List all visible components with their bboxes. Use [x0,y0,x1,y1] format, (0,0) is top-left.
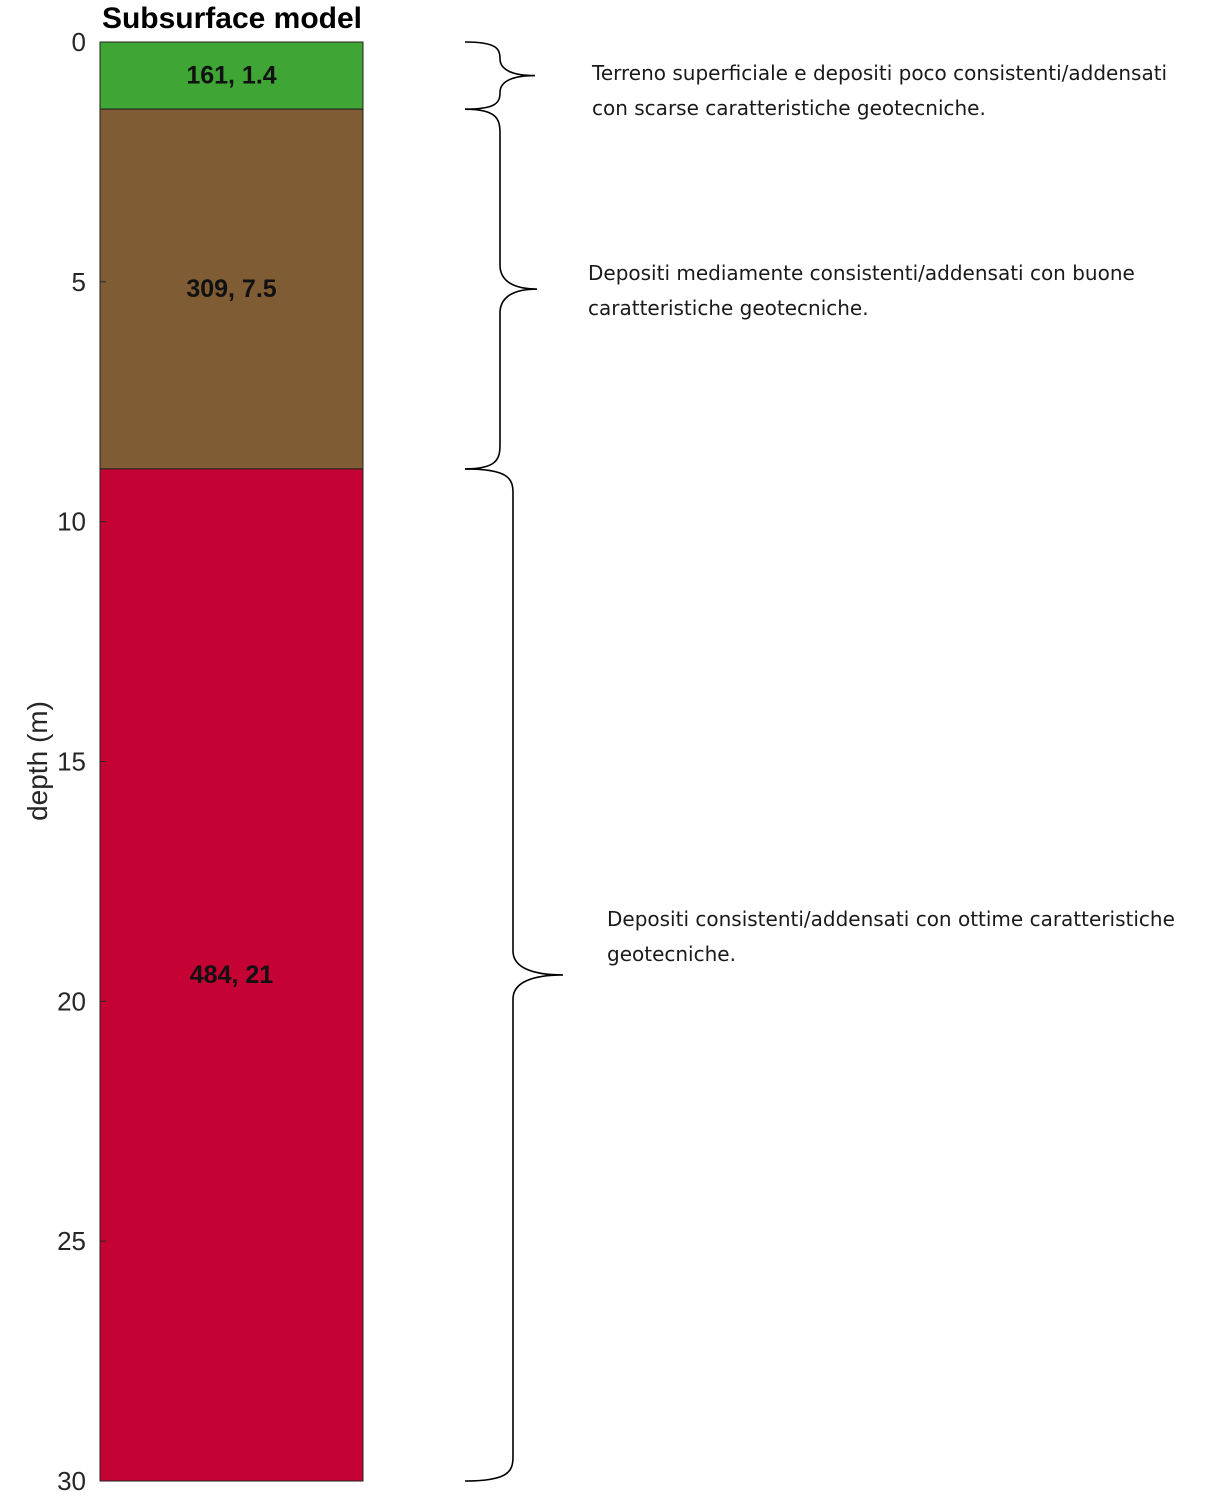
layer-3-block [99,468,364,1482]
y-tick-label: 30 [57,1466,86,1496]
annotation-line: caratteristiche geotecniche. [588,296,869,320]
annotation-line: Depositi mediamente consistenti/addensat… [588,261,1135,285]
annotation-line: Depositi consistenti/addensati con ottim… [607,907,1175,931]
y-axis-ticks: 0 5 10 15 20 25 30 [57,27,106,1496]
brace-layer-2 [464,108,538,470]
chart-title: Subsurface model [102,2,362,35]
annotation-layer-1: Terreno superficiale e depositi poco con… [592,56,1167,126]
brace-layer-1 [464,41,536,110]
annotation-layer-2: Depositi mediamente consistenti/addensat… [588,256,1135,326]
annotation-line: Terreno superficiale e depositi poco con… [592,61,1168,85]
annotation-line: con scarse caratteristiche geotecniche. [592,96,986,120]
y-tick-label: 15 [57,747,86,777]
layer-1-block [99,41,364,110]
layer-2-label: 309, 7.5 [186,275,276,303]
brace-layer-3 [464,468,564,1482]
layer-2-block [99,108,364,470]
layer-group: 161, 1.4 309, 7.5 484, 21 [99,41,364,1482]
y-tick-label: 0 [72,27,86,57]
y-tick-label: 25 [57,1226,86,1256]
y-tick-label: 20 [57,986,86,1016]
layer-3-label: 484, 21 [190,961,274,989]
y-tick-label: 10 [57,507,86,537]
annotation-line: geotecniche. [607,942,736,966]
y-axis-label: depth (m) [22,701,53,821]
annotation-layer-3: Depositi consistenti/addensati con ottim… [607,902,1175,972]
layer-1-label: 161, 1.4 [186,62,276,90]
y-tick-label: 5 [72,267,86,297]
brace-group [464,41,564,1482]
